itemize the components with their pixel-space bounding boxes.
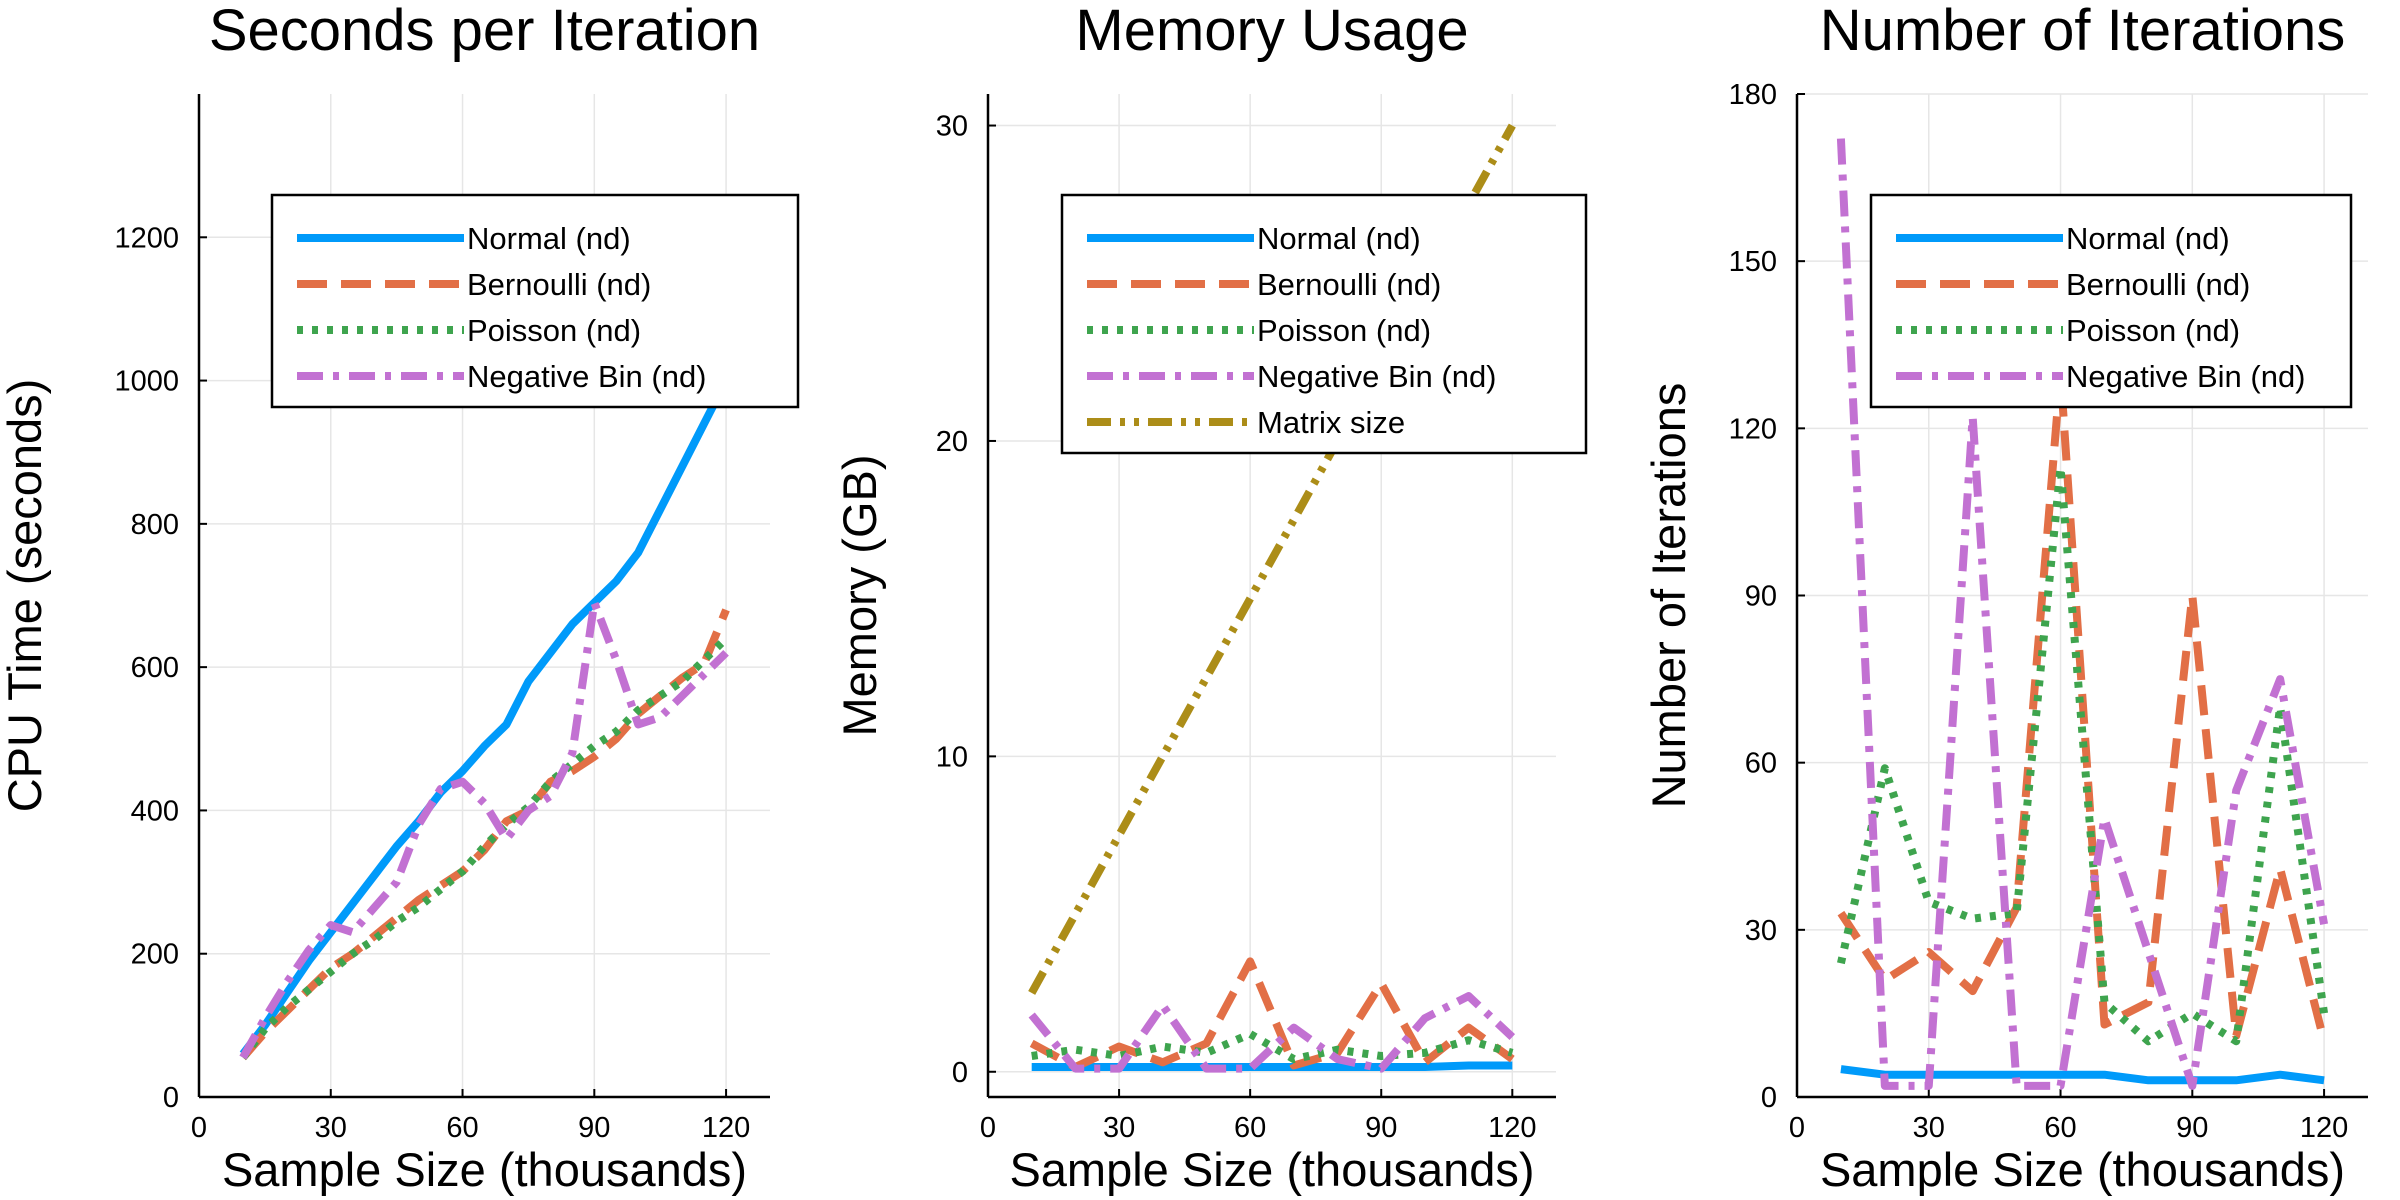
y-tick-label: 20	[936, 426, 968, 458]
legend-label: Bernoulli (nd)	[1257, 267, 1441, 302]
series-line-3	[1031, 1029, 1514, 1064]
x-tick-label: 60	[1234, 1112, 1266, 1144]
y-tick-label: 60	[1745, 748, 1777, 780]
y-tick-label: 30	[1745, 915, 1777, 947]
series-line-2	[1029, 957, 1515, 1072]
x-tick-label: 30	[1913, 1112, 1945, 1144]
chart-panel-2: 0 30 60 90 120 0 10 20 30 Memory Usage Sample Size…	[833, 0, 1588, 1196]
x-tick-label: 90	[1365, 1112, 1397, 1144]
series-group	[239, 378, 730, 1061]
y-tick-label: 200	[131, 939, 179, 971]
chart-title: Memory Usage	[1075, 0, 1468, 63]
legend: Normal (nd) Bernoulli (nd) Poisson (nd) Neg…	[1869, 193, 2353, 409]
x-axis-label: Sample Size (thousands)	[1820, 1143, 2345, 1196]
x-tick-label: 120	[2300, 1112, 2348, 1144]
y-tick-label: 1200	[114, 222, 179, 254]
x-tick-label: 120	[702, 1112, 750, 1144]
y-tick-label: 600	[131, 652, 179, 684]
x-tick-label: 90	[2176, 1112, 2208, 1144]
y-tick-label: 400	[131, 795, 179, 827]
chart-title: Seconds per Iteration	[209, 0, 760, 63]
y-tick-label: 150	[1729, 246, 1777, 278]
y-tick-label: 30	[936, 111, 968, 143]
x-tick-label: 0	[191, 1112, 207, 1144]
legend-label: Normal (nd)	[1257, 221, 1421, 256]
legend-label: Poisson (nd)	[2066, 313, 2240, 348]
x-tick-label: 90	[578, 1112, 610, 1144]
series-line-2	[239, 608, 730, 1061]
y-tick-label: 0	[952, 1057, 968, 1089]
legend: Normal (nd) Bernoulli (nd) Poisson (nd) Neg…	[1060, 193, 1588, 455]
chart-panel-3: 0 30 60 90 120 0 30 60 90 120 150 180 Number of Iter…	[1642, 0, 2368, 1196]
x-tick-label: 30	[315, 1112, 347, 1144]
x-tick-label: 0	[1789, 1112, 1805, 1144]
legend-label: Normal (nd)	[467, 221, 631, 256]
series-line-4	[1836, 138, 2329, 1090]
legend-label: Normal (nd)	[2066, 221, 2230, 256]
chart-title: Number of Iterations	[1820, 0, 2345, 63]
series-line-1	[1840, 1065, 2325, 1085]
y-tick-label: 10	[936, 741, 968, 773]
x-tick-label: 120	[1488, 1112, 1536, 1144]
legend-box	[270, 193, 800, 409]
x-axis-label: Sample Size (thousands)	[1009, 1143, 1534, 1196]
series-line-4	[1028, 992, 1516, 1073]
y-tick-label: 0	[1761, 1082, 1777, 1114]
legend-label: Poisson (nd)	[467, 313, 641, 348]
legend-label: Negative Bin (nd)	[467, 359, 707, 394]
y-tick-label: 800	[131, 509, 179, 541]
legend-label: Poisson (nd)	[1257, 313, 1431, 348]
legend-label: Negative Bin (nd)	[1257, 359, 1497, 394]
legend-label: Matrix size	[1257, 405, 1405, 440]
series-line-1	[1031, 1061, 1513, 1072]
y-tick-label: 1000	[114, 366, 179, 398]
series-line-3	[1837, 463, 2329, 1046]
x-tick-label: 0	[980, 1112, 996, 1144]
legend-label: Bernoulli (nd)	[467, 267, 651, 302]
x-tick-label: 60	[446, 1112, 478, 1144]
series-line-1	[239, 378, 730, 1057]
legend: Normal (nd) Bernoulli (nd) Poisson (nd) Neg…	[270, 193, 800, 409]
legend-label: Bernoulli (nd)	[2066, 267, 2250, 302]
y-tick-label: 90	[1745, 581, 1777, 613]
y-axis-label: Memory (GB)	[833, 455, 886, 737]
x-axis-label: Sample Size (thousands)	[222, 1143, 747, 1196]
y-tick-label: 180	[1729, 79, 1777, 111]
y-axis-label: Number of Iterations	[1642, 383, 1695, 809]
x-tick-label: 30	[1103, 1112, 1135, 1144]
y-axis-label: CPU Time (seconds)	[0, 379, 51, 813]
y-tick-label: 120	[1729, 413, 1777, 445]
series-group	[1836, 138, 2329, 1090]
legend-label: Negative Bin (nd)	[2066, 359, 2306, 394]
series-line-4	[239, 598, 729, 1060]
legend-box	[1869, 193, 2353, 409]
y-tick-label: 0	[163, 1082, 179, 1114]
x-tick-label: 60	[2044, 1112, 2076, 1144]
